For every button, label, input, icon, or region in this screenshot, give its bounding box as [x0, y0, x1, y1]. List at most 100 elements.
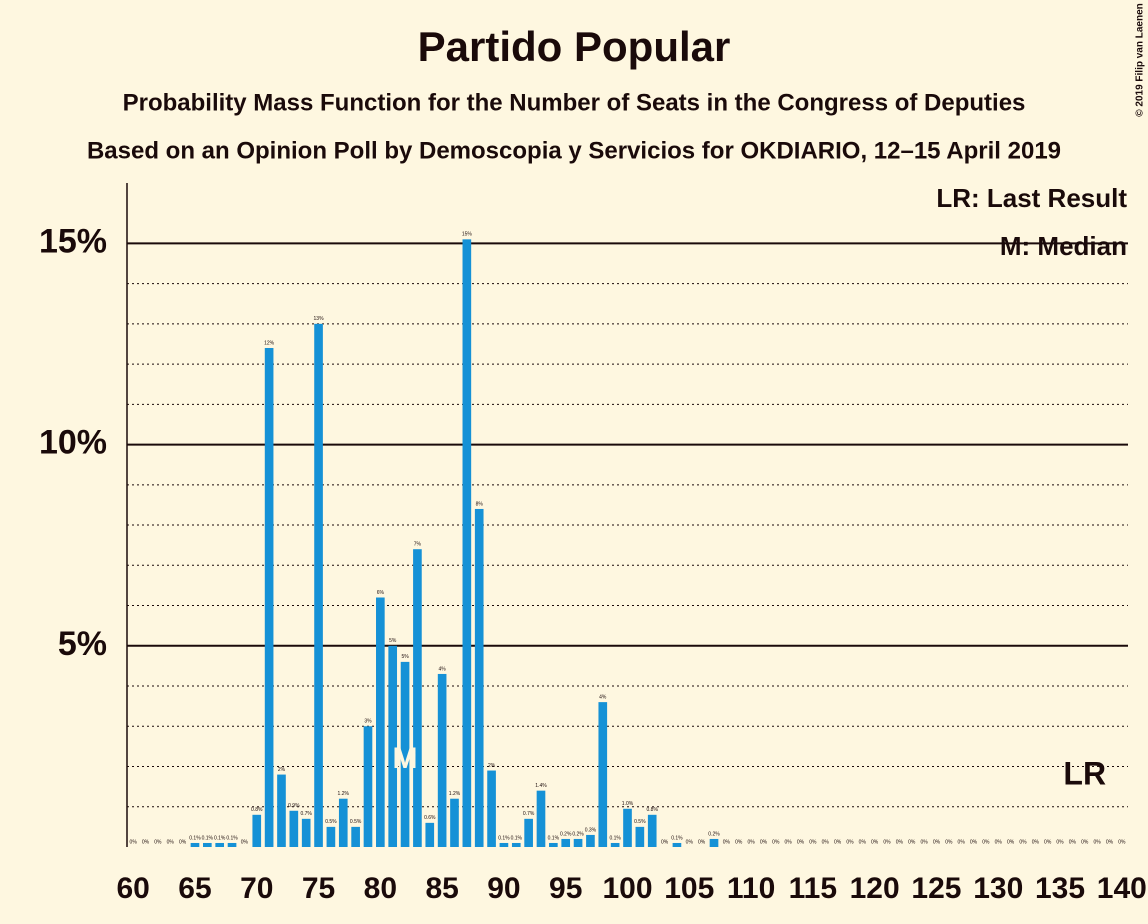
- value-label: 0%: [241, 839, 249, 845]
- value-label: 0%: [142, 839, 150, 845]
- value-label: 0%: [1118, 839, 1126, 845]
- value-label: 0.1%: [548, 835, 560, 841]
- value-label: 0.2%: [708, 831, 720, 837]
- bar: [400, 661, 410, 847]
- value-label: 0%: [871, 839, 879, 845]
- bar: [536, 790, 546, 847]
- bar: [561, 838, 571, 847]
- bar: [610, 842, 620, 847]
- value-label: 4%: [439, 666, 447, 672]
- value-label: 1.2%: [338, 791, 350, 797]
- bar: [549, 842, 558, 847]
- bar: [573, 838, 583, 847]
- value-label: 0%: [661, 839, 669, 845]
- value-label: 0.1%: [214, 835, 226, 841]
- bar: [672, 842, 682, 847]
- value-label: 0%: [834, 839, 842, 845]
- x-tick-label: 130: [973, 872, 1023, 905]
- bar: [623, 808, 632, 847]
- value-label: 0%: [167, 839, 175, 845]
- x-tick-label: 60: [116, 872, 149, 905]
- value-label: 0%: [896, 839, 904, 845]
- bar: [376, 597, 385, 847]
- x-tick-label: 100: [602, 872, 652, 905]
- bar: [301, 818, 311, 847]
- legend-lr: LR: Last Result: [936, 183, 1127, 213]
- value-label: 0%: [1081, 839, 1089, 845]
- value-label: 0.1%: [498, 835, 510, 841]
- x-tick-label: 90: [487, 872, 520, 905]
- x-tick-label: 110: [727, 872, 775, 905]
- value-label: 0%: [686, 839, 694, 845]
- value-label: 1.4%: [535, 783, 547, 789]
- value-label: 1.2%: [449, 791, 461, 797]
- bar: [524, 818, 533, 847]
- bar: [462, 239, 472, 847]
- x-tick-label: 65: [178, 872, 211, 905]
- y-tick-label: 5%: [58, 625, 107, 663]
- value-label: 0%: [723, 839, 731, 845]
- bar: [338, 798, 348, 847]
- x-tick-label: 105: [664, 872, 714, 905]
- value-label: 0%: [822, 839, 830, 845]
- value-label: 0.3%: [585, 827, 597, 833]
- bar: [277, 774, 286, 847]
- bar: [635, 826, 645, 847]
- value-label: 0%: [772, 839, 780, 845]
- value-label: 4%: [599, 694, 607, 700]
- x-tick-label: 70: [240, 872, 273, 905]
- y-tick-label: 10%: [39, 424, 107, 462]
- value-label: 0%: [958, 839, 966, 845]
- x-tick-label: 85: [425, 872, 458, 905]
- value-label: 0.1%: [202, 835, 214, 841]
- value-label: 0%: [920, 839, 928, 845]
- bar: [314, 323, 323, 847]
- bar: [647, 814, 657, 847]
- value-label: 6%: [377, 590, 385, 596]
- x-tick-label: 140: [1097, 872, 1147, 905]
- value-label: 0%: [797, 839, 805, 845]
- value-label: 3%: [364, 719, 372, 725]
- x-tick-label: 75: [302, 872, 335, 905]
- x-tick-label: 80: [364, 872, 397, 905]
- bar: [326, 826, 336, 847]
- bar: [190, 842, 200, 847]
- value-label: 0%: [179, 839, 187, 845]
- value-label: 5%: [389, 638, 397, 644]
- bar: [425, 822, 435, 847]
- value-label: 0%: [1044, 839, 1052, 845]
- last-result-marker: LR: [1063, 755, 1106, 791]
- value-label: 0.1%: [189, 835, 201, 841]
- value-label: 0%: [933, 839, 941, 845]
- bar: [203, 842, 212, 847]
- value-label: 0.5%: [634, 819, 646, 825]
- bar: [388, 645, 398, 847]
- bar: [227, 842, 237, 847]
- value-label: 0%: [760, 839, 768, 845]
- value-label: 0%: [982, 839, 990, 845]
- value-label: 0%: [908, 839, 916, 845]
- bar: [351, 826, 360, 847]
- value-label: 0%: [1019, 839, 1027, 845]
- bar: [215, 842, 225, 847]
- x-tick-label: 95: [549, 872, 582, 905]
- value-label: 0%: [1056, 839, 1064, 845]
- bar: [264, 347, 274, 847]
- value-label: 0%: [1007, 839, 1015, 845]
- y-tick-label: 15%: [39, 222, 107, 260]
- legend-median: M: Median: [1000, 231, 1127, 261]
- value-label: 8%: [476, 501, 484, 507]
- value-label: 0%: [698, 839, 706, 845]
- x-tick-label: 125: [911, 872, 961, 905]
- value-label: 0.8%: [647, 807, 659, 813]
- bar: [363, 726, 373, 847]
- value-label: 0%: [1032, 839, 1040, 845]
- value-label: 0%: [1093, 839, 1101, 845]
- value-label: 2%: [278, 767, 286, 773]
- bar: [511, 842, 521, 847]
- value-label: 0.1%: [511, 835, 523, 841]
- value-label: 0%: [859, 839, 867, 845]
- value-label: 0%: [1106, 839, 1114, 845]
- value-label: 0%: [970, 839, 978, 845]
